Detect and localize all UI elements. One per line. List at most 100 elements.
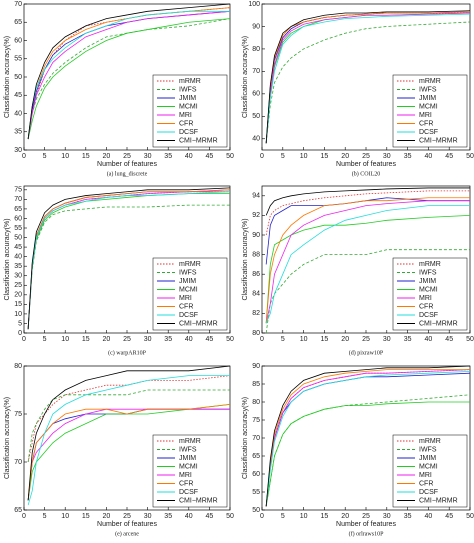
legend-label: CFR — [179, 120, 193, 127]
x-tick-label: 50 — [466, 153, 474, 160]
legend-label: CMI−MRMR — [179, 137, 218, 144]
y-tick-label: 55 — [14, 225, 22, 232]
y-tick-label: 60 — [252, 91, 260, 98]
x-tick-label: 30 — [383, 513, 391, 520]
legend-box — [392, 434, 468, 508]
legend-label: DCSF — [179, 312, 198, 319]
x-tick-label: 50 — [466, 336, 474, 343]
series-line — [27, 375, 231, 463]
y-tick-label: 40 — [14, 253, 22, 260]
series-line — [27, 389, 230, 463]
y-axis-label: Classification accuracy(%) — [242, 218, 249, 300]
x-tick-label: 15 — [321, 336, 329, 343]
series-line — [27, 3, 231, 140]
series-line — [265, 401, 470, 507]
series-line — [265, 197, 470, 265]
x-tick-label: 15 — [321, 513, 329, 520]
series-line — [265, 197, 470, 324]
x-tick-label: 30 — [144, 513, 152, 520]
x-tick-label: 5 — [281, 513, 285, 520]
y-tick-label: 92 — [252, 212, 260, 219]
series-line — [265, 369, 471, 507]
x-tick-label: 35 — [404, 513, 412, 520]
y-tick-label: 65 — [14, 206, 22, 213]
legend-label: MRI — [179, 295, 192, 302]
legend-label: CMI−MRMR — [419, 320, 458, 327]
x-tick-label: 0 — [22, 153, 26, 160]
legend-label: CFR — [419, 120, 433, 127]
series-line — [265, 10, 471, 144]
legend-label: JMIM — [179, 278, 196, 285]
x-tick-label: 40 — [185, 513, 193, 520]
series-line — [27, 10, 231, 140]
y-tick-label: 100 — [248, 1, 260, 8]
legend-label: DCSF — [419, 312, 438, 319]
y-tick-label: 70 — [14, 1, 22, 8]
x-tick-label: 10 — [300, 513, 308, 520]
series-line — [27, 365, 231, 501]
y-tick-label: 82 — [252, 310, 260, 317]
x-tick-label: 10 — [61, 513, 69, 520]
y-tick-label: 5 — [18, 320, 22, 327]
x-tick-label: 45 — [206, 153, 214, 160]
y-tick-label: 65 — [14, 507, 22, 514]
x-tick-label: 10 — [61, 153, 69, 160]
x-tick-label: 45 — [445, 336, 453, 343]
legend-box — [152, 434, 228, 508]
legend-label: IWFS — [419, 86, 437, 93]
y-tick-label: 70 — [14, 459, 22, 466]
caption: (e) arcene — [115, 530, 139, 537]
series-line — [265, 371, 471, 507]
series-line — [27, 10, 230, 140]
series-line — [27, 187, 231, 330]
series-line — [27, 204, 230, 330]
y-tick-label: 55 — [252, 489, 260, 496]
legend-label: CMI−MRMR — [179, 497, 218, 504]
y-axis-label: Classification accuracy(%) — [4, 36, 11, 118]
series-line — [27, 404, 231, 501]
legend-label: MRI — [179, 112, 192, 119]
y-tick-label: 90 — [252, 232, 260, 239]
x-tick-label: 25 — [123, 336, 131, 343]
x-tick-label: 35 — [404, 153, 412, 160]
x-tick-label: 45 — [206, 336, 214, 343]
legend-label: DCSF — [419, 489, 438, 496]
legend-label: MRI — [419, 472, 432, 479]
legend-label: CMI−MRMR — [179, 320, 218, 327]
legend-label: DCSF — [179, 129, 198, 136]
y-tick-label: 65 — [14, 19, 22, 26]
x-tick-label: 20 — [341, 513, 349, 520]
x-tick-label: 20 — [341, 153, 349, 160]
series-line — [27, 191, 231, 330]
x-tick-label: 25 — [362, 153, 370, 160]
legend-label: CFR — [419, 480, 433, 487]
caption: (b) COIL20 — [352, 170, 381, 177]
y-tick-label: 86 — [252, 271, 260, 278]
legend-label: DCSF — [419, 129, 438, 136]
y-axis-label: Classification accuracy(%) — [242, 36, 249, 118]
legend-label: CFR — [179, 480, 193, 487]
y-tick-label: 40 — [252, 136, 260, 143]
series-line — [27, 18, 231, 140]
x-tick-label: 40 — [425, 336, 433, 343]
y-tick-label: 45 — [14, 92, 22, 99]
x-tick-label: 5 — [281, 153, 285, 160]
y-tick-label: 55 — [14, 56, 22, 63]
series-line — [265, 21, 471, 144]
legend-label: CFR — [179, 303, 193, 310]
y-tick-label: 60 — [252, 471, 260, 478]
y-tick-label: 70 — [252, 435, 260, 442]
x-tick-label: 25 — [123, 153, 131, 160]
x-tick-label: 50 — [226, 336, 234, 343]
x-tick-label: 20 — [103, 513, 111, 520]
x-tick-label: 35 — [404, 336, 412, 343]
y-tick-label: 50 — [252, 113, 260, 120]
legend-label: JMIM — [419, 455, 436, 462]
x-tick-label: 0 — [260, 513, 264, 520]
y-tick-label: 65 — [252, 453, 260, 460]
y-tick-label: 70 — [14, 196, 22, 203]
legend-label: IWFS — [179, 446, 197, 453]
x-tick-label: 15 — [82, 513, 90, 520]
x-tick-label: 35 — [164, 336, 172, 343]
x-tick-label: 0 — [260, 153, 264, 160]
